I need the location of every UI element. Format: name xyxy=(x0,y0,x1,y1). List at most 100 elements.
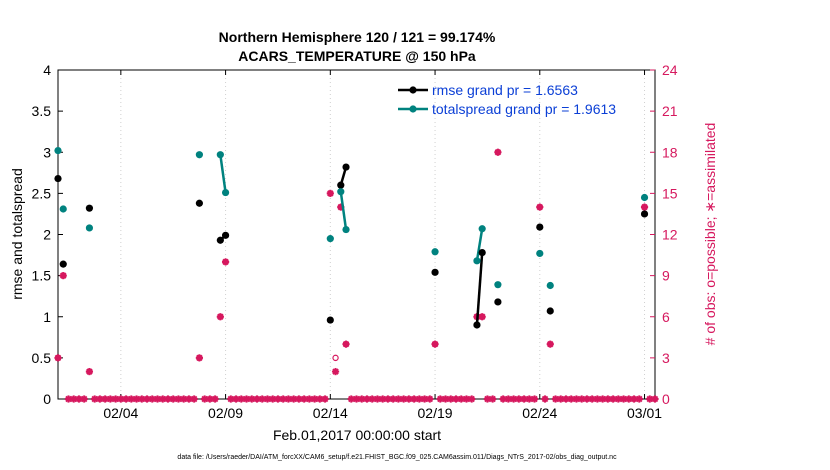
obs-zero-marker xyxy=(227,395,235,403)
obs-zero-marker xyxy=(468,395,476,403)
obs-zero-marker xyxy=(394,395,402,403)
y-right-tick-label: 0 xyxy=(662,391,670,407)
y-right-tick-label: 21 xyxy=(662,103,678,119)
rmse-line xyxy=(475,252,484,326)
obs-zero-marker xyxy=(211,395,219,403)
x-tick-label: 02/09 xyxy=(208,405,243,421)
y-right-tick-label: 3 xyxy=(662,350,670,366)
obs-zero-marker xyxy=(510,395,518,403)
totalspread-point xyxy=(54,147,62,155)
legend-label: rmse grand pr = 1.6563 xyxy=(432,82,578,98)
totalspread-point xyxy=(59,205,67,213)
rmse-point xyxy=(494,298,502,306)
obs-assimilated-marker xyxy=(431,340,439,348)
totalspread-point xyxy=(478,225,486,233)
obs-assimilated-marker xyxy=(546,340,554,348)
obs-zero-marker xyxy=(164,395,172,403)
obs-zero-marker xyxy=(452,395,460,403)
obs-zero-marker xyxy=(159,395,167,403)
totalspread-point xyxy=(326,235,334,243)
obs-assimilated-marker xyxy=(59,272,67,280)
totalspread-point xyxy=(431,248,439,256)
obs-assimilated-marker xyxy=(216,313,224,321)
obs-zero-marker xyxy=(300,395,308,403)
totalspread-line xyxy=(339,191,348,230)
y-right-tick-label: 18 xyxy=(662,144,678,160)
obs-zero-marker xyxy=(237,395,245,403)
obs-zero-marker xyxy=(358,395,366,403)
plot-frame xyxy=(57,69,656,400)
rmse-point xyxy=(342,163,350,171)
x-tick-label: 02/04 xyxy=(103,405,138,421)
x-tick-label: 02/24 xyxy=(522,405,557,421)
totalspread-point xyxy=(342,225,350,234)
obs-zero-marker xyxy=(70,395,78,403)
legend-marker xyxy=(409,86,417,94)
y-left-tick-label: 1 xyxy=(43,309,51,325)
rmse-point xyxy=(536,223,544,231)
obs-zero-marker xyxy=(530,395,539,403)
y-left-tick-label: 1.5 xyxy=(32,268,52,284)
obs-zero-marker xyxy=(483,395,492,403)
obs-zero-marker xyxy=(447,395,455,403)
zero-obs-markers xyxy=(64,395,659,403)
obs-zero-marker xyxy=(541,395,549,403)
y-right-tick-label: 9 xyxy=(662,268,670,284)
legend-label: totalspread grand pr = 1.9613 xyxy=(432,101,616,117)
y-axis-left-label: rmse and totalspread xyxy=(9,168,25,300)
rmse-point xyxy=(59,260,67,268)
obs-zero-marker xyxy=(64,395,73,403)
obs-zero-marker xyxy=(347,395,355,403)
rmse-point xyxy=(640,210,649,218)
obs-zero-marker xyxy=(101,395,109,403)
rmse-point xyxy=(221,231,230,239)
obs-zero-marker xyxy=(321,395,329,403)
totalspread-point xyxy=(221,188,230,197)
obs-zero-marker xyxy=(441,395,450,403)
obs-assimilated-marker xyxy=(331,367,340,376)
obs-zero-marker xyxy=(426,395,434,403)
obs-zero-marker xyxy=(599,395,607,403)
obs-zero-marker xyxy=(305,395,313,403)
axis-ticks: 02/04 02/09 02/14 02/19 02/24 03/0100.511.522… xyxy=(32,62,678,421)
rmse-point xyxy=(431,268,439,276)
x-tick-label: 02/19 xyxy=(418,405,453,421)
rmse-point xyxy=(478,248,486,257)
obs-zero-marker xyxy=(614,395,622,403)
y-left-tick-label: 2 xyxy=(43,227,51,243)
obs-zero-marker xyxy=(253,395,261,403)
rmse-point xyxy=(54,174,62,183)
totalspread-point xyxy=(494,281,502,289)
y-left-tick-label: 3.5 xyxy=(32,103,52,119)
obs-zero-marker xyxy=(106,395,114,403)
obs-zero-marker xyxy=(525,395,533,403)
totalspread-line xyxy=(475,228,484,262)
rmse-point xyxy=(85,204,94,212)
x-tick-label: 03/01 xyxy=(627,405,662,421)
obs-zero-marker xyxy=(389,395,397,403)
obs-assimilated-marker xyxy=(536,203,544,211)
obs-zero-marker xyxy=(174,395,183,403)
obs-markers xyxy=(54,148,649,376)
y-left-tick-label: 2.5 xyxy=(32,185,52,201)
rmse-point xyxy=(546,307,554,315)
obs-zero-marker xyxy=(148,395,156,403)
totalspread-point xyxy=(473,257,481,265)
obs-zero-marker xyxy=(410,395,418,403)
series-lines xyxy=(219,154,484,326)
totalspread-point xyxy=(546,281,554,290)
grid xyxy=(120,70,646,399)
obs-zero-marker xyxy=(651,395,659,403)
legend: rmse grand pr = 1.6563 totalspread grand … xyxy=(398,82,616,117)
obs-zero-marker xyxy=(132,395,141,403)
totalspread-point xyxy=(640,193,649,202)
totalspread-point xyxy=(536,249,544,258)
chart-title-line1: Northern Hemisphere 120 / 121 = 99.174% xyxy=(219,29,496,45)
y-right-tick-label: 12 xyxy=(662,227,678,243)
y-left-tick-label: 0.5 xyxy=(32,350,52,366)
y-left-tick-label: 0 xyxy=(43,391,51,407)
y-right-tick-label: 24 xyxy=(662,62,678,78)
obs-zero-marker xyxy=(80,395,88,403)
rmse-point xyxy=(473,321,481,329)
series-points xyxy=(54,147,649,329)
